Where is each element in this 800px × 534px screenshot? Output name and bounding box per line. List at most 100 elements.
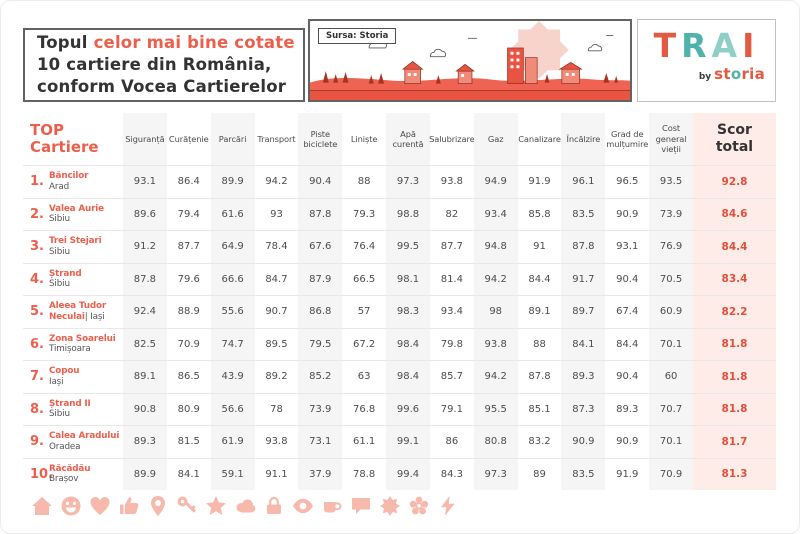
row-total-score: 81.3: [692, 458, 776, 490]
score-cell: 85.1: [528, 403, 551, 415]
logo-letter-t: T: [653, 26, 682, 65]
column-header-scor-total: Scor total: [692, 113, 776, 165]
score-cell: 79.5: [298, 328, 343, 360]
tree-shapes: [322, 71, 619, 84]
score-cell: 89.7: [561, 296, 606, 328]
row-city: Brașov: [49, 474, 79, 485]
score-cell: 99.6: [386, 393, 430, 425]
score-cell: 88: [357, 176, 371, 188]
score-cell: 94.2: [473, 263, 518, 295]
flower-icon: [409, 496, 429, 515]
score-cell: 63: [357, 371, 371, 383]
score-cell: 98.3: [386, 296, 430, 328]
row-name-cell: 1. Băncilor Arad: [23, 166, 123, 198]
score-cell: 89.1: [528, 306, 551, 318]
row-city: | Iași: [84, 311, 105, 322]
column-header-salubrizare: Salubrizare: [429, 133, 475, 144]
row-names: Zona Soarelui Timișoara: [49, 334, 120, 355]
score-cell: 61.1: [353, 436, 376, 448]
score-cell: 60: [649, 361, 693, 393]
table-row: 2. Valea Aurie Sibiu 89.6 79.4 61.6 93 87…: [23, 197, 776, 230]
row-total-score: 82.2: [692, 296, 776, 328]
score-cell: 87.9: [298, 263, 343, 295]
score-cell: 59.1: [210, 458, 255, 490]
ranking-table: TOP Cartiere Siguranță Curățenie Parcări …: [23, 113, 776, 490]
row-names: Valea Aurie Sibiu: [49, 204, 120, 225]
score-cell: 89.9: [210, 166, 255, 198]
sun-icon: [380, 496, 400, 516]
speech-bubble-icon: [352, 498, 370, 514]
score-cell: 84.4: [616, 338, 639, 350]
score-cell: 80.8: [473, 426, 518, 458]
score-cell: 91: [533, 241, 546, 253]
cup-icon: [324, 502, 342, 513]
score-cell: 37.9: [298, 458, 343, 490]
score-cell: 85.2: [298, 361, 343, 393]
table-row: 5. Aleea Tudor Neculai| Iași 92.4 88.9 5…: [23, 295, 776, 328]
score-cell: 82.5: [123, 328, 167, 360]
score-cell: 88.9: [177, 306, 200, 318]
row-rank: 6.: [30, 336, 44, 352]
row-names: Aleea Tudor Neculai| Iași: [49, 301, 120, 322]
score-cell: 43.9: [210, 361, 255, 393]
score-cell: 93.4: [440, 306, 463, 318]
table-row: 7. Copou Iași 89.1 86.5 43.9 89.2 85.2 63…: [23, 360, 776, 393]
row-name-cell: 8. Ștrand II Sibiu: [23, 394, 123, 426]
row-city: Timișoara: [49, 344, 91, 355]
score-cell: 66.5: [353, 273, 376, 285]
lightning-icon: [441, 496, 455, 516]
row-neighborhood-name: Răcădău: [49, 463, 91, 474]
score-cell: 89.1: [123, 361, 167, 393]
score-cell: 79.4: [177, 208, 200, 220]
score-cell: 90.4: [298, 166, 343, 198]
score-cell: 94.9: [473, 166, 518, 198]
row-total-score: 84.6: [692, 198, 776, 230]
score-cell: 89.9: [123, 458, 167, 490]
score-cell: 73.9: [298, 393, 343, 425]
by-label: by: [698, 72, 712, 82]
score-cell: 93.5: [649, 166, 693, 198]
score-cell: 76.4: [353, 241, 376, 253]
score-cell: 97.3: [473, 458, 518, 490]
logo-letter-i: I: [742, 26, 760, 65]
score-cell: 70.9: [649, 458, 693, 490]
row-rank: 9.: [30, 434, 44, 450]
thumbs-up-icon: [120, 497, 139, 514]
star-icon: [206, 496, 226, 515]
score-cell: 93.8: [440, 176, 463, 188]
score-cell: 90.7: [265, 306, 288, 318]
score-cell: 96.1: [561, 166, 606, 198]
row-city: Sibiu: [49, 409, 70, 420]
score-cell: 94.2: [473, 361, 518, 393]
score-cell: 96.5: [616, 176, 639, 188]
sun-shape: [509, 21, 569, 79]
row-names: Copou Iași: [49, 366, 120, 387]
title-line2: 10 cartiere din România,: [37, 55, 272, 75]
score-cell: 70.5: [649, 263, 693, 295]
score-cell: 84.1: [561, 328, 606, 360]
table-row: 8. Ștrand II Sibiu 90.8 80.9 56.6 78 73.9…: [23, 392, 776, 426]
row-names: Trei Stejari Sibiu: [49, 236, 120, 257]
column-header-gaz: Gaz: [473, 113, 518, 165]
row-names: Băncilor Arad: [49, 171, 120, 192]
score-cell: 67.4: [616, 306, 639, 318]
score-cell: 89.2: [265, 371, 288, 383]
score-cell: 74.7: [210, 328, 255, 360]
score-cell: 86.4: [177, 176, 200, 188]
score-cell: 76.8: [353, 403, 376, 415]
score-cell: 95.5: [473, 393, 518, 425]
row-name-cell: 7. Copou Iași: [23, 361, 123, 393]
lock-icon: [267, 496, 281, 514]
row-neighborhood-name: Ștrand II: [49, 398, 91, 409]
score-cell: 70.1: [649, 328, 693, 360]
logo-box: TRAI by storia: [637, 19, 776, 102]
table-row: 9. Calea Aradului Oradea 89.3 81.5 61.9 9…: [23, 425, 776, 458]
score-cell: 86.8: [298, 296, 343, 328]
score-cell: 90.4: [616, 371, 639, 383]
score-cell: 93.8: [265, 436, 288, 448]
score-cell: 84.4: [528, 273, 551, 285]
table-body: 1. Băncilor Arad 93.1 86.4 89.9 94.2 90.4…: [23, 165, 776, 490]
column-header-transport: Transport: [257, 133, 296, 144]
storia-wordmark: storia: [714, 65, 765, 83]
score-cell: 90.8: [123, 393, 167, 425]
